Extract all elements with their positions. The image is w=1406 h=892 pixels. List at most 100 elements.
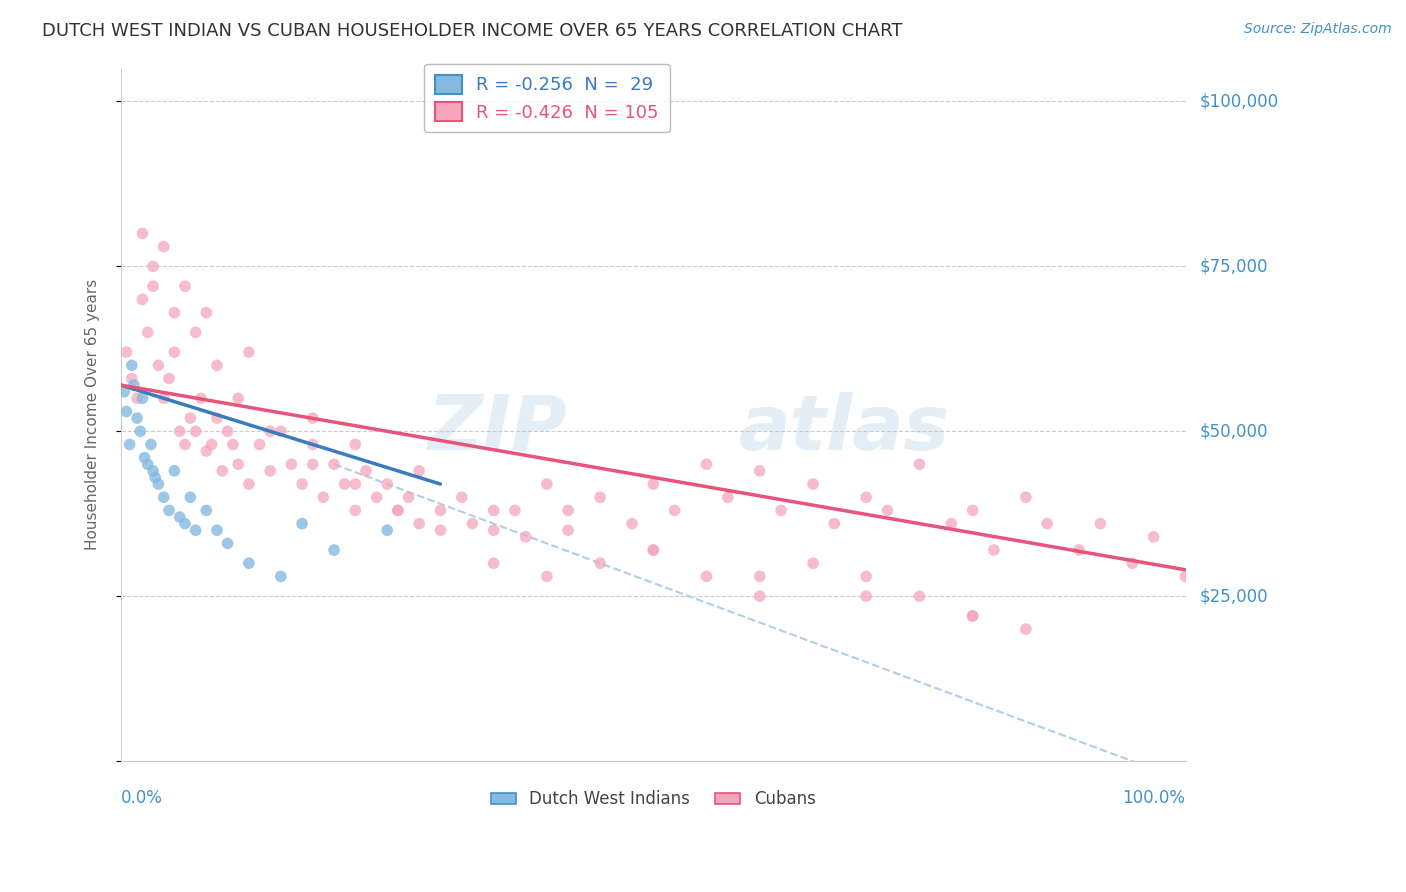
Point bbox=[131, 293, 153, 307]
Point bbox=[157, 503, 180, 517]
Point bbox=[238, 477, 260, 491]
Point bbox=[1174, 569, 1197, 583]
Point bbox=[127, 392, 149, 406]
Point bbox=[387, 503, 409, 517]
Point bbox=[184, 326, 207, 340]
Point bbox=[801, 556, 824, 570]
Point bbox=[169, 425, 191, 439]
Point bbox=[461, 516, 484, 531]
Point bbox=[557, 503, 579, 517]
Point bbox=[270, 569, 292, 583]
Point bbox=[190, 392, 212, 406]
Point bbox=[226, 392, 249, 406]
Point bbox=[136, 326, 159, 340]
Point bbox=[205, 411, 228, 425]
Point bbox=[333, 477, 356, 491]
Point bbox=[908, 589, 931, 603]
Point bbox=[643, 543, 665, 558]
Point bbox=[748, 569, 770, 583]
Point bbox=[323, 457, 346, 471]
Text: $75,000: $75,000 bbox=[1199, 258, 1268, 276]
Point bbox=[184, 425, 207, 439]
Point bbox=[344, 477, 367, 491]
Point bbox=[249, 437, 271, 451]
Point bbox=[291, 516, 314, 531]
Point bbox=[429, 523, 451, 537]
Point bbox=[503, 503, 526, 517]
Point bbox=[366, 490, 388, 504]
Point bbox=[238, 556, 260, 570]
Text: ZIP: ZIP bbox=[429, 392, 568, 466]
Point bbox=[301, 411, 323, 425]
Point bbox=[131, 227, 153, 241]
Point bbox=[748, 589, 770, 603]
Point bbox=[142, 279, 165, 293]
Point bbox=[139, 437, 162, 451]
Point bbox=[115, 404, 138, 418]
Point bbox=[643, 543, 665, 558]
Point bbox=[174, 516, 197, 531]
Point bbox=[211, 464, 233, 478]
Point bbox=[429, 503, 451, 517]
Point bbox=[589, 490, 612, 504]
Point bbox=[536, 569, 558, 583]
Point bbox=[152, 392, 174, 406]
Point bbox=[115, 345, 138, 359]
Point bbox=[450, 490, 472, 504]
Point bbox=[174, 437, 197, 451]
Point bbox=[259, 425, 281, 439]
Point bbox=[169, 510, 191, 524]
Point bbox=[121, 371, 143, 385]
Point bbox=[696, 569, 718, 583]
Point bbox=[855, 490, 877, 504]
Point bbox=[238, 345, 260, 359]
Point bbox=[301, 457, 323, 471]
Point bbox=[195, 444, 218, 458]
Text: $100,000: $100,000 bbox=[1199, 93, 1278, 111]
Legend: Dutch West Indians, Cubans: Dutch West Indians, Cubans bbox=[485, 784, 823, 815]
Point bbox=[301, 437, 323, 451]
Point bbox=[908, 457, 931, 471]
Point bbox=[344, 437, 367, 451]
Point bbox=[375, 523, 398, 537]
Point bbox=[1015, 622, 1038, 636]
Point bbox=[855, 589, 877, 603]
Text: 0.0%: 0.0% bbox=[121, 789, 163, 806]
Point bbox=[354, 464, 377, 478]
Point bbox=[1090, 516, 1112, 531]
Point bbox=[941, 516, 963, 531]
Point bbox=[142, 464, 165, 478]
Point bbox=[112, 384, 135, 399]
Text: DUTCH WEST INDIAN VS CUBAN HOUSEHOLDER INCOME OVER 65 YEARS CORRELATION CHART: DUTCH WEST INDIAN VS CUBAN HOUSEHOLDER I… bbox=[42, 22, 903, 40]
Point bbox=[962, 503, 984, 517]
Point bbox=[482, 503, 505, 517]
Point bbox=[515, 530, 537, 544]
Point bbox=[179, 411, 201, 425]
Point bbox=[643, 477, 665, 491]
Point bbox=[217, 425, 239, 439]
Point bbox=[184, 523, 207, 537]
Point bbox=[344, 503, 367, 517]
Point bbox=[291, 477, 314, 491]
Point bbox=[482, 523, 505, 537]
Point bbox=[962, 609, 984, 624]
Text: 100.0%: 100.0% bbox=[1122, 789, 1185, 806]
Point bbox=[143, 470, 166, 484]
Point bbox=[201, 437, 224, 451]
Point bbox=[1036, 516, 1059, 531]
Point bbox=[226, 457, 249, 471]
Point bbox=[152, 490, 174, 504]
Point bbox=[823, 516, 845, 531]
Point bbox=[142, 260, 165, 274]
Point bbox=[152, 239, 174, 253]
Point bbox=[121, 359, 143, 373]
Point bbox=[770, 503, 793, 517]
Point bbox=[205, 523, 228, 537]
Point bbox=[408, 516, 430, 531]
Point bbox=[664, 503, 686, 517]
Point bbox=[748, 464, 770, 478]
Point bbox=[962, 609, 984, 624]
Point bbox=[217, 536, 239, 550]
Point bbox=[163, 464, 186, 478]
Text: $50,000: $50,000 bbox=[1199, 422, 1268, 441]
